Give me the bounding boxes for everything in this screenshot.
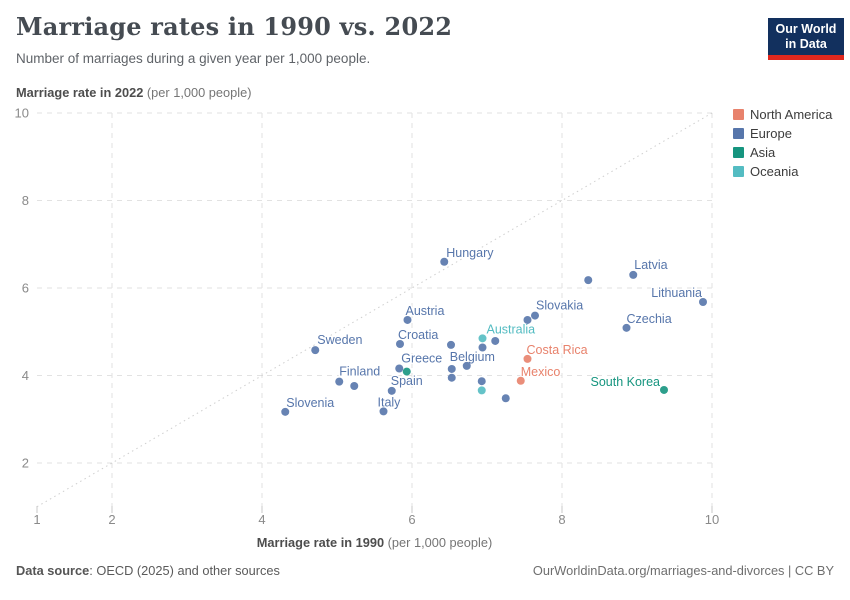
point-hungary[interactable] [440,257,449,266]
point-label-sweden: Sweden [317,333,362,347]
x-axis-title: Marriage rate in 1990 (per 1,000 people) [37,535,712,550]
point-slovakia[interactable] [531,311,539,320]
point-finland[interactable] [335,377,344,386]
x-tick-label: 6 [408,512,415,527]
point-europe[interactable] [447,364,456,373]
point-czechia[interactable] [622,323,631,332]
y-axis-title: Marriage rate in 2022 (per 1,000 people) [16,85,251,100]
point-europe[interactable] [477,377,486,386]
point-label-australia: Australia [487,322,536,336]
point-latvia[interactable] [629,270,638,279]
point-label-finland: Finland [339,365,380,379]
footer: Data source: OECD (2025) and other sourc… [16,563,834,578]
x-axis-title-main: Marriage rate in 1990 [256,535,385,550]
x-tick-label: 2 [108,512,115,527]
point-europe[interactable] [350,382,359,390]
y-tick-label: 8 [22,193,29,208]
point-lithuania[interactable] [699,298,707,306]
chart-subtitle: Number of marriages during a given year … [16,51,371,66]
point-spain[interactable] [387,386,396,395]
point-croatia[interactable] [396,340,404,348]
legend-swatch-north-america [733,108,744,120]
legend-item-europe[interactable]: Europe [733,125,832,141]
point-oceania[interactable] [477,386,486,395]
page-title: Marriage rates in 1990 vs. 2022 [16,12,453,41]
point-label-italy: Italy [378,395,402,409]
point-label-austria: Austria [406,304,445,318]
legend-item-asia[interactable]: Asia [733,144,832,160]
data-points [281,257,707,416]
point-europe[interactable] [491,336,500,345]
point-australia[interactable] [478,334,487,343]
x-tick-label: 10 [705,512,719,527]
point-europe[interactable] [478,343,487,352]
data-source-text: : OECD (2025) and other sources [89,563,280,578]
legend-label: Asia [750,144,776,160]
point-greece[interactable] [395,364,404,373]
logo-line-1: Our World [775,22,837,36]
owid-logo[interactable]: Our World in Data [768,18,844,60]
logo-line-2: in Data [785,36,827,51]
point-europe[interactable] [584,276,593,285]
y-tick-label: 4 [22,368,29,383]
point-label-spain: Spain [391,374,423,388]
point-mexico[interactable] [516,376,525,385]
diagonal-reference-line [36,112,713,508]
y-tick-label: 2 [22,456,29,471]
x-axis-title-unit: (per 1,000 people) [384,535,493,550]
point-label-mexico: Mexico [521,365,561,379]
legend-swatch-europe [733,127,744,139]
point-label-czechia: Czechia [627,312,672,326]
point-label-greece: Greece [401,352,442,366]
legend-item-north-america[interactable]: North America [733,106,833,122]
legend-item-oceania[interactable]: Oceania [733,163,832,179]
y-tick-label: 10 [15,106,29,121]
y-axis-title-unit: (per 1,000 people) [143,85,252,100]
point-europe[interactable] [523,315,532,324]
point-europe[interactable] [501,394,510,403]
country-labels: Costa Rica Mexico Hungary Latvia Lithuania Sl… [285,244,704,411]
data-source-label: Data source [16,563,90,578]
x-tick-label: 4 [258,512,265,527]
point-europe[interactable] [447,373,456,382]
legend-swatch-oceania [733,165,744,177]
legend-label: North America [750,106,833,122]
y-tick-label: 6 [22,281,29,296]
x-tick-label: 8 [558,512,565,527]
point-asia[interactable] [402,367,411,376]
point-label-slovakia: Slovakia [536,299,583,313]
point-austria[interactable] [403,315,412,324]
legend-swatch-asia [733,146,744,158]
data-source: Data source: OECD (2025) and other sourc… [16,563,280,578]
point-label-lithuania: Lithuania [651,286,702,300]
point-belgium[interactable] [462,361,471,370]
point-label-croatia: Croatia [398,328,438,342]
legend-label: Europe [750,125,792,141]
x-tick-label: 1 [33,512,40,527]
legend: North America Europe Asia Oceania [733,107,832,183]
y-axis-title-main: Marriage rate in 2022 [16,85,144,100]
point-europe[interactable] [447,340,455,349]
point-label-latvia: Latvia [634,258,667,272]
point-italy[interactable] [379,407,388,416]
point-costa-rica[interactable] [523,354,532,363]
point-south-korea[interactable] [660,385,668,394]
point-label-belgium: Belgium [450,350,495,364]
point-sweden[interactable] [311,346,320,355]
point-label-costa-rica: Costa Rica [527,343,588,357]
license-link[interactable]: OurWorldinData.org/marriages-and-divorce… [532,563,834,578]
legend-label: Oceania [750,163,799,179]
gridlines [36,112,713,508]
point-label-slovenia: Slovenia [286,396,334,410]
point-label-hungary: Hungary [446,246,494,260]
point-slovenia[interactable] [281,407,290,416]
point-label-south-korea: South Korea [591,375,661,389]
